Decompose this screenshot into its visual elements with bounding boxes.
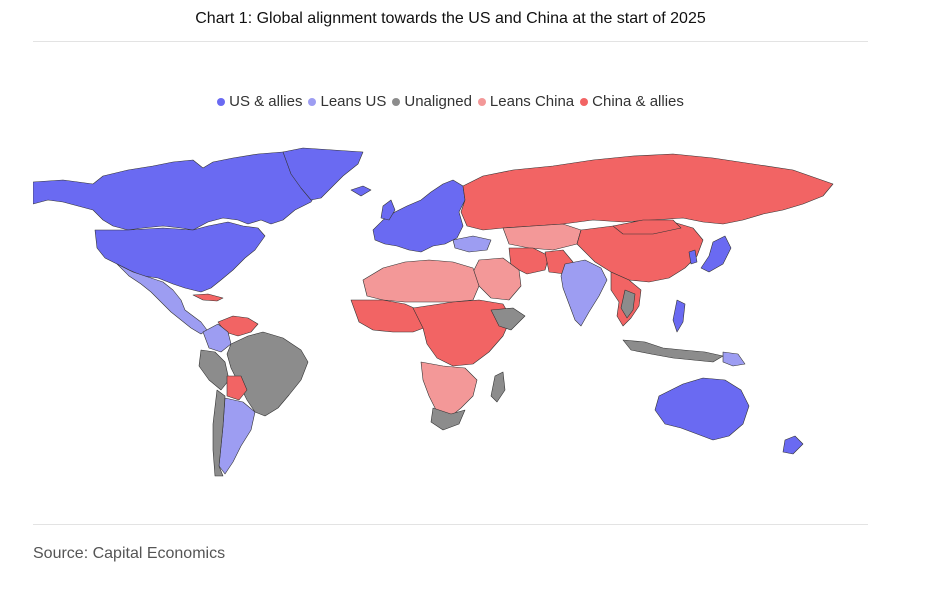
region-central-africa[interactable] (412, 299, 512, 367)
region-papua[interactable] (722, 351, 746, 367)
region-usa[interactable] (94, 221, 266, 293)
bottom-divider (33, 524, 868, 525)
legend-label-leans-us: Leans US (320, 93, 387, 110)
region-thailand[interactable] (620, 289, 636, 319)
region-indonesia[interactable] (622, 339, 724, 363)
region-uk[interactable] (380, 199, 396, 221)
region-turkey[interactable] (452, 235, 492, 253)
legend-label-leans-china: Leans China (489, 93, 575, 110)
region-europe[interactable] (372, 179, 466, 253)
region-horn-of-africa[interactable] (490, 307, 526, 331)
source-note: Source: Capital Economics (33, 545, 226, 562)
region-canada[interactable] (33, 151, 359, 231)
region-russia[interactable] (460, 153, 834, 231)
legend-dot-unaligned (392, 97, 401, 106)
region-southern-africa[interactable] (420, 361, 478, 419)
region-west-africa[interactable] (350, 299, 430, 333)
top-divider (33, 41, 868, 42)
legend-label-china-allies: China & allies (592, 93, 684, 110)
region-peru[interactable] (198, 349, 230, 391)
region-japan[interactable] (700, 235, 732, 273)
region-mongolia[interactable] (612, 219, 682, 235)
legend-dot-leans-china (477, 97, 486, 106)
region-new-zealand[interactable] (782, 435, 804, 455)
legend-item-us-allies[interactable]: US & allies (217, 93, 302, 110)
region-kazakhstan[interactable] (502, 223, 582, 251)
chart-title: Chart 1: Global alignment towards the US… (195, 10, 706, 27)
region-philippines[interactable] (672, 299, 686, 333)
legend-item-leans-us[interactable]: Leans US (308, 93, 386, 110)
legend: US & allies Leans US Unaligned Leans Chi… (33, 93, 868, 110)
legend-item-leans-china[interactable]: Leans China (477, 93, 575, 110)
region-iceland[interactable] (350, 185, 372, 197)
legend-item-china-allies[interactable]: China & allies (580, 93, 684, 110)
legend-dot-us-allies (217, 97, 226, 106)
region-bolivia[interactable] (226, 375, 248, 401)
region-south-africa[interactable] (430, 407, 466, 431)
region-india[interactable] (560, 259, 608, 327)
region-greenland[interactable] (282, 147, 364, 201)
region-south-korea[interactable] (688, 249, 698, 265)
region-chile[interactable] (212, 389, 226, 477)
legend-dot-leans-us (308, 97, 317, 106)
region-north-africa[interactable] (362, 259, 480, 303)
region-australia[interactable] (654, 377, 750, 441)
legend-dot-china-allies (580, 97, 589, 106)
region-madagascar[interactable] (490, 371, 506, 403)
legend-item-unaligned[interactable]: Unaligned (392, 93, 472, 110)
world-map (33, 147, 834, 477)
legend-label-unaligned: Unaligned (404, 93, 472, 110)
region-cuba[interactable] (192, 293, 224, 302)
legend-label-us-allies: US & allies (229, 93, 303, 110)
